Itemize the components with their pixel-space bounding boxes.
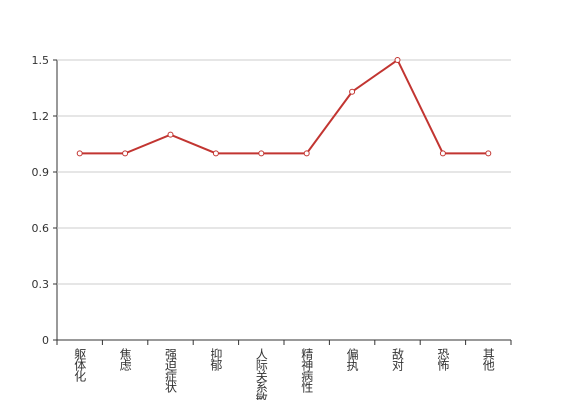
x-tick-label: 偏执	[345, 347, 359, 372]
x-tick-label: 其他	[481, 348, 495, 371]
y-tick-label: 0	[42, 334, 49, 347]
x-tick-label: 精神病性	[300, 348, 314, 394]
x-tick-label: 抑郁	[209, 347, 223, 372]
y-tick-label: 0.9	[32, 166, 50, 179]
point	[122, 150, 129, 157]
point	[349, 88, 356, 95]
point	[394, 57, 401, 63]
y-tick-label: 1.2	[32, 110, 50, 123]
x-tick-label: 焦虑	[118, 348, 132, 371]
line	[79, 58, 489, 155]
point	[76, 150, 83, 157]
y-tick-label: 1.5	[32, 54, 50, 67]
x-tick-label: 躯体化	[73, 347, 87, 383]
point	[303, 150, 310, 157]
y-tick-label: 0.3	[32, 278, 50, 291]
x-tick-label: 恐怖	[436, 348, 450, 371]
point	[439, 150, 446, 157]
point	[212, 150, 219, 157]
point	[485, 150, 492, 157]
point	[167, 131, 174, 138]
y-tick-label: 0.6	[32, 222, 50, 235]
point	[258, 150, 265, 157]
x-tick-label: 人际关系敏感	[254, 348, 268, 400]
x-tick-label: 敌对	[391, 347, 405, 371]
x-tick-label: 强迫症状	[164, 348, 178, 393]
